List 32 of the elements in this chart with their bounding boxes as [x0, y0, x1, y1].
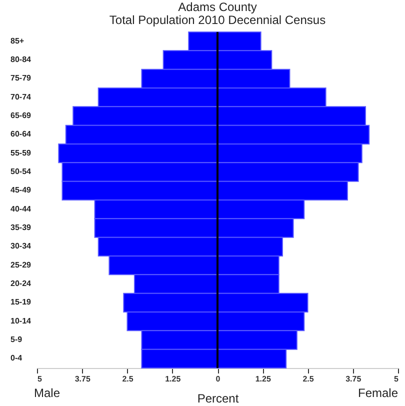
y-tick-label: 15-19	[10, 298, 32, 307]
x-tick-label: 2.5	[122, 374, 134, 384]
text: Male	[34, 386, 60, 400]
x-tick-label: 5	[38, 374, 42, 384]
x-tick-label: 1.25	[255, 374, 272, 384]
y-tick-label: 80-84	[10, 55, 32, 64]
y-tick-label: 20-24	[10, 279, 32, 288]
y-tick-label: 30-34	[10, 242, 32, 251]
y-tick-label: 40-44	[10, 204, 32, 214]
y-tick-label: 35-39	[10, 223, 32, 232]
text: Female	[358, 386, 398, 400]
y-tick-label: 65-69	[10, 111, 32, 120]
x-axis-title: Percent	[197, 392, 240, 406]
x-tick-label: 0	[216, 374, 221, 384]
x-tick-label: 1.25	[165, 374, 182, 384]
x-tick-label: 3.75	[346, 374, 362, 384]
x-tick-label: 5	[394, 374, 400, 384]
y-tick-label: 55-59	[10, 148, 32, 158]
y-tick-label: 0-4	[10, 354, 23, 363]
chart-title: Adams County	[178, 0, 257, 14]
x-tick-label: 2.5	[302, 374, 314, 384]
x-tick-label: 3.75	[74, 374, 91, 384]
y-tick-label: 85+	[10, 36, 24, 46]
y-tick-label: 45-49	[10, 186, 32, 195]
y-tick-label: 5-9	[10, 335, 23, 344]
y-tick-label: 60-64	[10, 130, 32, 139]
chart-subtitle: Total Population 2010 Decennial Census	[109, 13, 326, 27]
y-tick-label: 25-29	[10, 260, 32, 270]
y-tick-label: 70-74	[10, 92, 32, 102]
y-tick-label: 10-14	[10, 316, 32, 326]
y-tick-label: 50-54	[10, 167, 32, 176]
y-tick-label: 75-79	[10, 74, 32, 83]
